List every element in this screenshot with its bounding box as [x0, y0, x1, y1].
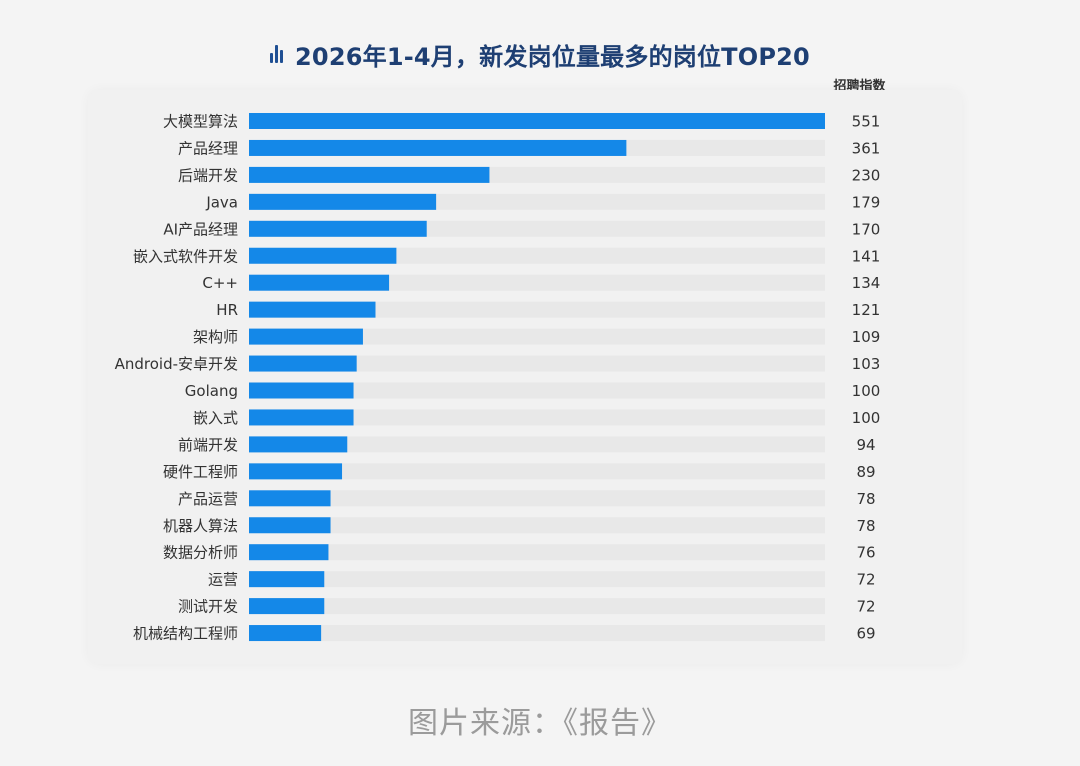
chart-panel: [88, 90, 962, 664]
value-label: 78: [856, 490, 875, 508]
category-label: 嵌入式软件开发: [133, 247, 238, 265]
value-label: 76: [856, 544, 875, 562]
value-label: 78: [856, 517, 875, 535]
value-label: 69: [856, 625, 875, 643]
bar: [249, 625, 322, 642]
category-label: 嵌入式: [193, 409, 238, 427]
bar-chart-icon: [270, 45, 284, 63]
bar: [249, 436, 348, 453]
bar: [249, 301, 376, 318]
bar: [249, 166, 490, 183]
category-label: 运营: [208, 571, 238, 589]
value-label: 121: [852, 301, 881, 319]
category-label: 机器人算法: [163, 517, 238, 535]
category-label: 后端开发: [178, 166, 238, 184]
category-label: 测试开发: [178, 598, 238, 616]
bar: [249, 193, 437, 210]
bar-track: [249, 490, 825, 507]
value-label: 94: [856, 436, 875, 454]
category-label: 前端开发: [178, 436, 238, 454]
value-label: 170: [852, 220, 881, 238]
category-label: 机械结构工程师: [133, 625, 238, 643]
value-label: 72: [856, 571, 875, 589]
bar-track: [249, 598, 825, 615]
category-label: HR: [216, 301, 238, 319]
bar-track: [249, 409, 825, 426]
value-label: 72: [856, 598, 875, 616]
value-label: 141: [852, 247, 881, 265]
chart-title-text: 2026年1-4月，新发岗位量最多的岗位TOP20: [295, 42, 810, 71]
category-label: 硬件工程师: [163, 463, 238, 481]
value-label: 551: [852, 113, 881, 131]
bar: [249, 328, 363, 345]
category-label: 产品运营: [178, 490, 238, 508]
category-label: Android-安卓开发: [115, 355, 238, 373]
category-label: Java: [205, 193, 238, 211]
bar: [249, 247, 397, 264]
bar-track: [249, 544, 825, 561]
category-label: Golang: [185, 382, 238, 400]
bar-track: [249, 625, 825, 642]
bar: [249, 409, 354, 426]
bar-track: [249, 301, 825, 318]
bar: [249, 113, 825, 129]
bar: [249, 355, 357, 372]
bar-track: [249, 517, 825, 534]
bar: [249, 544, 329, 561]
bar-track: [249, 274, 825, 291]
category-label: 大模型算法: [163, 113, 238, 131]
bar-track: [249, 571, 825, 588]
bar: [249, 571, 325, 588]
bar: [249, 517, 331, 534]
value-label: 361: [852, 139, 881, 157]
bar: [249, 139, 627, 156]
bar-track: [249, 382, 825, 399]
value-label: 89: [856, 463, 875, 481]
bar-track: [249, 355, 825, 372]
bar-track: [249, 436, 825, 453]
category-label: 数据分析师: [163, 544, 238, 562]
bar: [249, 382, 354, 399]
value-label: 103: [852, 355, 881, 373]
bar: [249, 598, 325, 615]
bar: [249, 274, 390, 291]
chart-title: 2026年1-4月，新发岗位量最多的岗位TOP20: [0, 34, 1080, 74]
value-label: 179: [852, 193, 881, 211]
source-caption: 图片来源：《报告》: [408, 706, 672, 741]
value-label: 134: [852, 274, 881, 292]
bar-track: [249, 463, 825, 480]
value-label: 100: [852, 409, 881, 427]
category-label: C++: [202, 274, 238, 292]
value-label: 100: [852, 382, 881, 400]
bar-track: [249, 328, 825, 345]
category-label: AI产品经理: [163, 220, 238, 238]
bar: [249, 490, 331, 507]
category-label: 产品经理: [178, 139, 238, 157]
value-label: 230: [852, 166, 881, 184]
category-label: 架构师: [193, 328, 238, 346]
bar: [249, 220, 427, 237]
value-label: 109: [852, 328, 881, 346]
bar: [249, 463, 343, 480]
